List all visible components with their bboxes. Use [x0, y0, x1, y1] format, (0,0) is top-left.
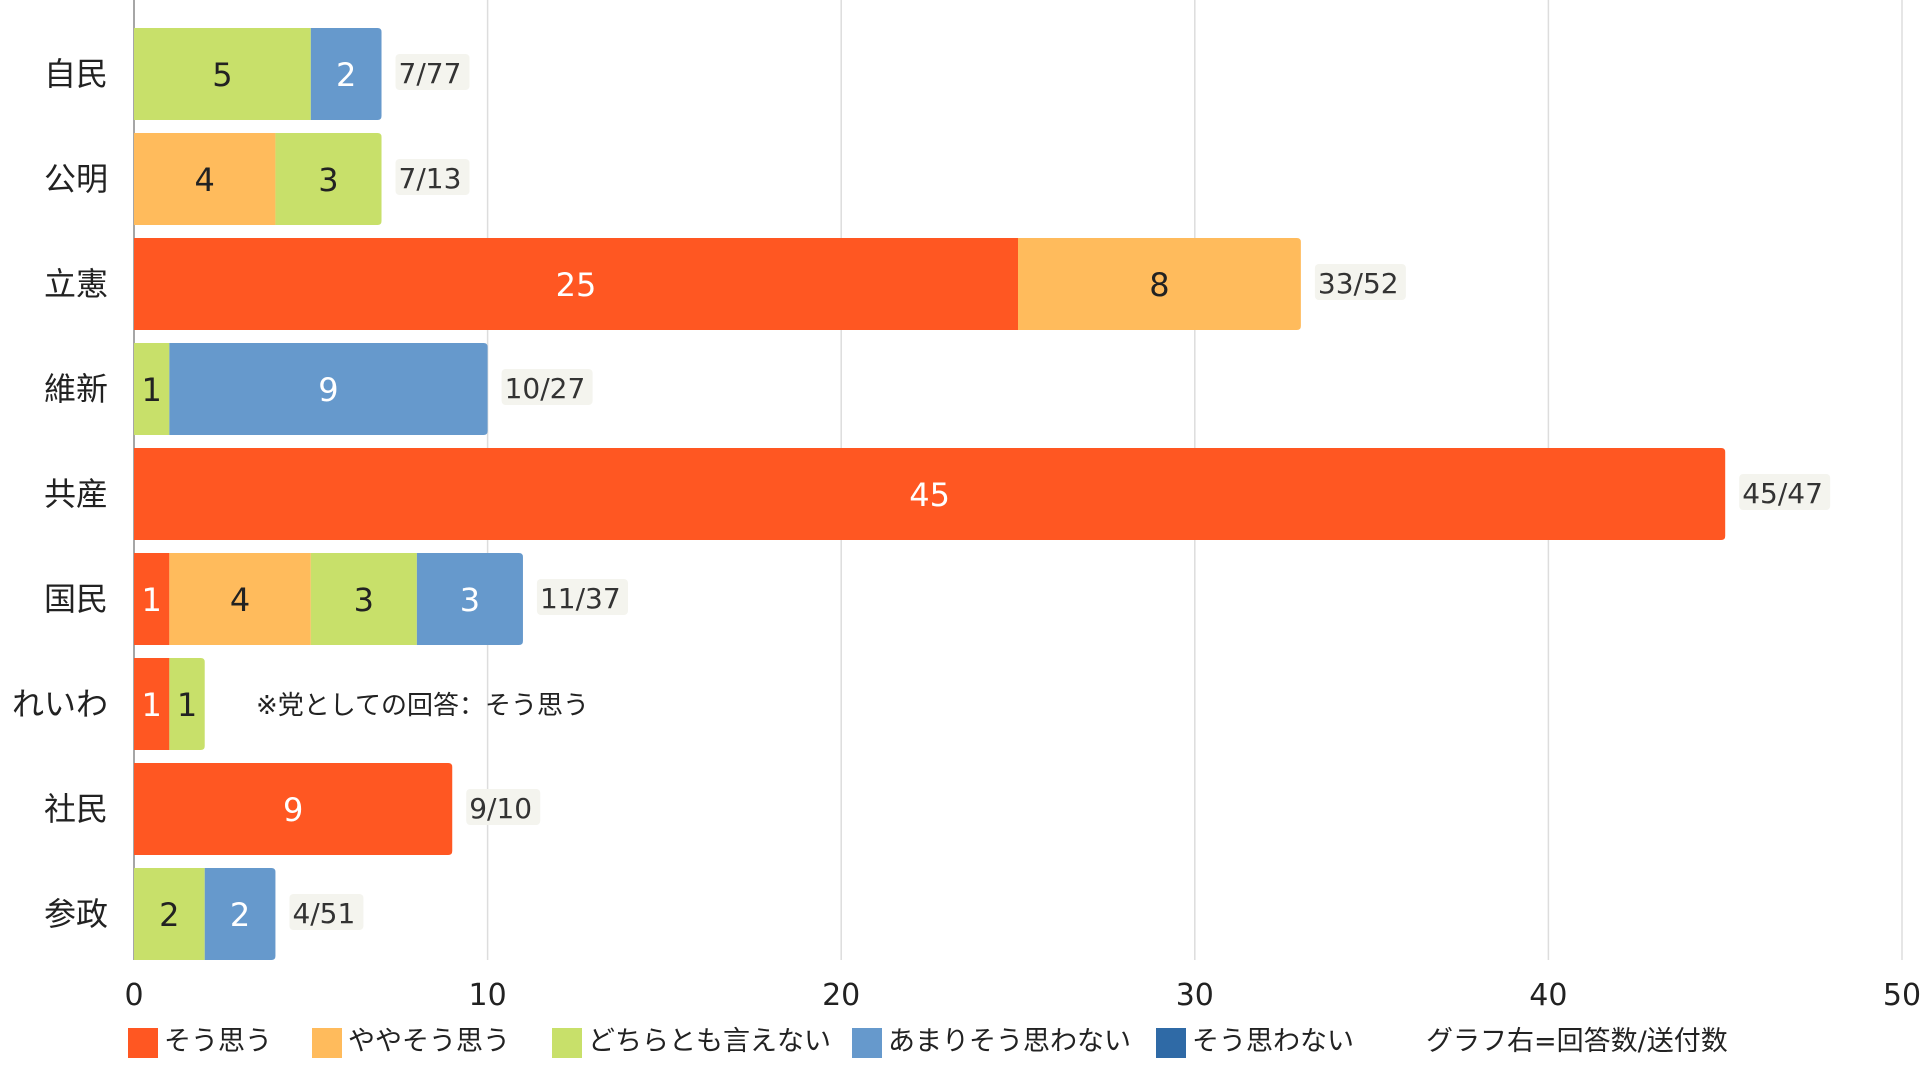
legend-label: どちらとも言えない: [588, 1026, 831, 1057]
category-label: れいわ: [12, 685, 108, 723]
bar-segment: [134, 763, 453, 855]
legend-note: グラフ右=回答数/送付数: [1426, 1026, 1728, 1057]
data-label: 2: [336, 56, 356, 94]
data-label: 8: [1149, 266, 1169, 304]
x-axis-ticks: 0 10 20 30 40 50: [124, 978, 1920, 1013]
total-label: 11/37: [540, 582, 621, 615]
data-label: 1: [142, 581, 162, 619]
legend-swatch: [1156, 1028, 1186, 1058]
legend-label: あまりそう思わない: [888, 1026, 1131, 1057]
bar-segment: [310, 553, 417, 645]
total-label: 7/13: [399, 162, 462, 195]
total-label: 45/47: [1742, 477, 1823, 510]
bar-segment: [204, 868, 276, 960]
total-label-background: [501, 369, 593, 405]
bar-segment: [310, 28, 382, 120]
annotation: ※党としての回答：そう思う: [256, 691, 589, 721]
data-label: 1: [177, 686, 197, 724]
data-label: 3: [354, 581, 374, 619]
legend-swatch: [852, 1028, 882, 1058]
legend-swatch: [128, 1028, 158, 1058]
bar-segment: [134, 448, 1726, 540]
x-tick-label: 40: [1529, 978, 1567, 1013]
total-label: 9/10: [469, 792, 532, 825]
category-label: 公明: [44, 160, 108, 198]
total-label-background: [536, 579, 628, 615]
total-label-background: [466, 789, 541, 825]
x-tick-label: 10: [469, 978, 507, 1013]
data-label: 4: [195, 161, 215, 199]
bar-segment: [134, 343, 170, 435]
bar-segment: [134, 238, 1018, 330]
total-label-background: [1739, 474, 1831, 510]
category-label: 自民: [44, 55, 108, 93]
x-tick-label: 0: [124, 978, 143, 1013]
data-label: 5: [212, 56, 232, 94]
bar-segment: [275, 133, 382, 225]
bar-segment: [416, 553, 523, 645]
data-label: 2: [230, 896, 250, 934]
legend-swatch: [552, 1028, 582, 1058]
bar-segment: [134, 133, 276, 225]
bar-segment: [169, 553, 311, 645]
bar-segment: [134, 553, 170, 645]
legend-label: ややそう思う: [348, 1026, 510, 1057]
bar-segment: [134, 868, 205, 960]
bar-segment: [134, 658, 170, 750]
data-label: 45: [909, 476, 950, 514]
legend: そう思う ややそう思う どちらとも言えない あまりそう思わない そう思わない グラフ右=回…: [128, 1026, 1728, 1058]
total-label: 33/52: [1318, 267, 1399, 300]
data-label: 2: [159, 896, 179, 934]
bar-segment: [1018, 238, 1301, 330]
total-label: 7/77: [399, 57, 462, 90]
category-label: 国民: [44, 580, 108, 618]
category-label: 参政: [44, 895, 108, 933]
total-label: 10/27: [505, 372, 586, 405]
legend-label: そう思う: [164, 1026, 272, 1057]
total-label-background: [395, 54, 470, 90]
total-label: 4/51: [292, 897, 355, 930]
category-label: 立憲: [44, 265, 108, 303]
category-label: 共産: [44, 475, 108, 513]
total-label-background: [1314, 264, 1406, 300]
total-label-background: [289, 894, 364, 930]
legend-label: そう思わない: [1192, 1026, 1354, 1057]
data-label: 3: [460, 581, 480, 619]
legend-swatch: [312, 1028, 342, 1058]
bar-segment: [169, 658, 205, 750]
category-label: 社民: [44, 790, 108, 828]
data-label: 3: [318, 161, 338, 199]
bar-segment: [169, 343, 488, 435]
data-label: 25: [556, 266, 597, 304]
total-label-background: [395, 159, 470, 195]
x-tick-label: 50: [1883, 978, 1920, 1013]
x-tick-label: 20: [822, 978, 860, 1013]
bar-segment: [134, 28, 311, 120]
category-label: 維新: [44, 370, 108, 408]
data-label: 9: [318, 371, 338, 409]
data-label: 4: [230, 581, 250, 619]
x-tick-label: 30: [1176, 978, 1214, 1013]
data-label: 1: [142, 686, 162, 724]
data-label: 9: [283, 791, 303, 829]
data-label: 1: [142, 371, 162, 409]
